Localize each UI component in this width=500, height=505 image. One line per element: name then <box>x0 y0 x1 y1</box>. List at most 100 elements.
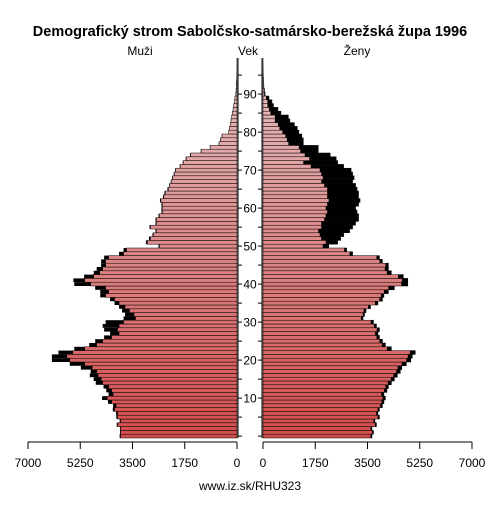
female-bar-age-28 <box>263 328 379 332</box>
female-bar-age-12 <box>263 389 387 393</box>
male-surplus-age-44 <box>97 267 103 271</box>
male-surplus-age-64 <box>164 191 165 195</box>
female-surplus-age-19 <box>402 362 407 366</box>
male-bar-age-52 <box>150 237 237 241</box>
male-surplus-age-5 <box>116 415 117 419</box>
male-bar-age-13 <box>109 385 237 389</box>
male-surplus-age-60 <box>161 206 162 210</box>
female-bar-age-32 <box>263 313 365 317</box>
female-surplus-age-15 <box>391 377 395 381</box>
female-surplus-age-83 <box>275 119 290 123</box>
female-bar-age-30 <box>263 320 373 324</box>
female-surplus-age-67 <box>321 180 352 184</box>
male-bar-age-1 <box>121 430 237 434</box>
female-surplus-age-47 <box>376 256 379 260</box>
male-surplus-age-54 <box>155 229 156 233</box>
female-bar-age-36 <box>263 297 382 301</box>
male-x-tick-label: 5250 <box>67 456 94 470</box>
male-bar-age-51 <box>147 240 237 244</box>
male-surplus-age-37 <box>100 294 105 298</box>
female-surplus-age-79 <box>285 134 301 138</box>
female-surplus-age-68 <box>323 176 354 180</box>
age-tick-label: 10 <box>243 392 257 406</box>
female-surplus-age-44 <box>385 267 389 271</box>
age-tick-label: 60 <box>243 202 257 216</box>
male-bar-age-65 <box>168 187 237 191</box>
male-surplus-age-36 <box>110 297 114 301</box>
male-bar-age-6 <box>118 411 237 415</box>
female-bar-age-33 <box>263 309 366 313</box>
age-tick-label: 90 <box>243 88 257 102</box>
male-bar-age-35 <box>119 301 237 305</box>
male-bar-age-29 <box>119 324 237 328</box>
male-bar-age-0 <box>121 434 237 438</box>
male-bar-age-79 <box>222 134 237 138</box>
male-bars <box>52 58 237 438</box>
male-surplus-age-43 <box>94 271 100 275</box>
male-bar-age-60 <box>162 206 237 210</box>
female-surplus-age-14 <box>388 381 392 385</box>
female-surplus-age-50 <box>323 244 329 248</box>
male-bar-age-50 <box>159 244 237 248</box>
female-surplus-age-77 <box>288 142 303 146</box>
female-bar-age-16 <box>263 373 397 377</box>
male-surplus-age-15 <box>94 377 101 381</box>
female-surplus-age-80 <box>282 130 298 134</box>
female-bar-age-29 <box>263 324 376 328</box>
female-surplus-age-46 <box>379 259 382 263</box>
male-bar-age-20 <box>70 358 237 362</box>
male-bar-age-43 <box>100 271 237 275</box>
male-bar-age-12 <box>112 389 237 393</box>
source-label: www.iz.sk/RHU323 <box>198 479 301 493</box>
female-surplus-age-28 <box>377 328 380 332</box>
male-bar-age-15 <box>101 377 237 381</box>
male-bar-age-54 <box>156 229 237 233</box>
male-surplus-age-16 <box>90 373 98 377</box>
female-surplus-age-76 <box>299 145 318 149</box>
female-bar-age-19 <box>263 362 406 366</box>
female-surplus-age-4 <box>373 419 374 423</box>
male-bar-age-33 <box>130 309 237 313</box>
male-bar-age-81 <box>229 126 237 130</box>
male-surplus-age-51 <box>146 240 147 244</box>
male-surplus-age-55 <box>150 225 151 229</box>
female-surplus-age-61 <box>327 202 358 206</box>
female-surplus-age-34 <box>368 305 370 309</box>
male-surplus-age-24 <box>89 343 96 347</box>
female-bars <box>263 58 415 438</box>
female-bar-age-14 <box>263 381 391 385</box>
male-surplus-age-10 <box>102 396 107 400</box>
female-surplus-age-13 <box>385 385 388 389</box>
female-surplus-age-10 <box>382 396 385 400</box>
female-bar-age-17 <box>263 370 400 374</box>
female-surplus-age-17 <box>396 370 400 374</box>
male-bar-age-9 <box>112 400 237 404</box>
male-bar-age-46 <box>106 259 237 263</box>
male-surplus-age-11 <box>109 392 113 396</box>
female-surplus-age-86 <box>269 107 278 111</box>
female-surplus-age-75 <box>300 149 318 153</box>
female-bar-age-46 <box>263 259 382 263</box>
female-surplus-age-91 <box>264 88 265 92</box>
female-surplus-age-31 <box>361 316 363 320</box>
male-surplus-age-14 <box>96 381 103 385</box>
male-bar-age-57 <box>156 218 237 222</box>
female-surplus-age-37 <box>381 294 384 298</box>
male-surplus-age-22 <box>58 351 72 355</box>
male-bar-age-32 <box>134 313 237 317</box>
female-bar-age-24 <box>263 343 385 347</box>
female-surplus-age-62 <box>329 199 360 203</box>
male-bar-age-16 <box>98 373 237 377</box>
female-label: Ženy <box>344 43 371 58</box>
female-bar-age-25 <box>263 339 382 343</box>
male-surplus-age-50 <box>158 244 159 248</box>
female-surplus-age-54 <box>318 229 349 233</box>
female-surplus-age-65 <box>327 187 357 191</box>
female-bar-age-39 <box>263 286 394 290</box>
female-bar-age-7 <box>263 408 379 412</box>
male-bar-age-69 <box>174 172 237 176</box>
male-bar-age-58 <box>159 214 237 218</box>
male-surplus-age-33 <box>122 309 129 313</box>
male-bar-age-85 <box>232 111 237 115</box>
